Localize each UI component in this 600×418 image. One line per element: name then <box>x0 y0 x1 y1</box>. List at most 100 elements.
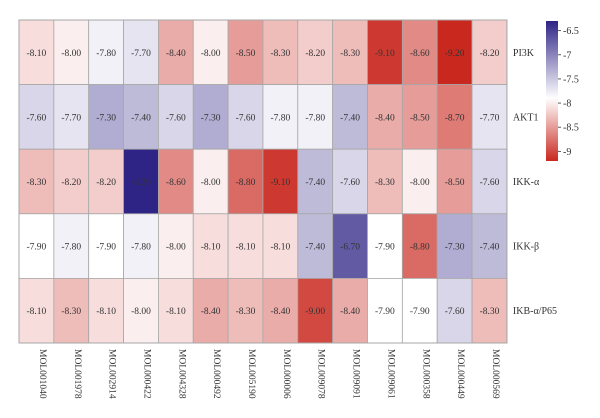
column-label: MOL009091 <box>351 349 361 399</box>
cell-value-label: -8.30 <box>480 307 500 317</box>
cell-value-label: -8.60 <box>410 49 430 59</box>
heatmap-cell <box>262 19 299 85</box>
cell-value-label: -8.30 <box>340 49 360 59</box>
heatmap-cell <box>227 84 264 150</box>
column-labels: MOL001040 MOL001978 MOL002914 MOL000422 MOL0… <box>37 349 500 399</box>
cell-value-label: -8.10 <box>270 243 290 253</box>
heatmap-cell <box>18 148 55 215</box>
row-label: AKT1 <box>513 112 539 123</box>
cell-value-label: -7.40 <box>305 243 325 253</box>
colorbar-tick-label: -8.5 <box>563 123 579 134</box>
cell-value-label: -6.30 <box>131 178 151 188</box>
cell-value-label: -8.00 <box>61 49 81 59</box>
cell-value-label: -8.50 <box>445 178 465 188</box>
cell-value-label: -8.10 <box>27 307 47 317</box>
heatmap-cell <box>53 84 90 150</box>
cell-value-label: -7.80 <box>270 113 290 123</box>
heatmap-cell <box>471 84 508 150</box>
cell-value-label: -7.80 <box>131 243 151 253</box>
heatmap-cell <box>436 277 473 344</box>
cell-value-label: -8.00 <box>410 178 430 188</box>
column-label: MOL002914 <box>107 349 117 399</box>
cell-value-label: -7.30 <box>201 113 221 123</box>
cell-value-label: -7.80 <box>96 49 116 59</box>
heatmap-cell <box>192 84 229 150</box>
cell-value-label: -8.20 <box>61 178 81 188</box>
heatmap-cell <box>401 148 438 215</box>
cell-value-label: -8.50 <box>410 113 430 123</box>
cell-value-label: -8.00 <box>201 178 221 188</box>
cell-value-label: -8.40 <box>270 307 290 317</box>
heatmap-cell <box>192 19 229 85</box>
cell-value-label: -8.50 <box>236 49 256 59</box>
cell-value-label: -8.10 <box>201 243 221 253</box>
heatmap-cell <box>18 19 55 85</box>
cell-value-label: -8.20 <box>480 49 500 59</box>
row-label: IKB-α/P65 <box>513 306 557 317</box>
cell-value-label: -9.00 <box>305 307 325 317</box>
colorbar-tick-label: -9 <box>563 147 571 158</box>
cell-value-label: -7.60 <box>480 178 500 188</box>
row-labels: PI3K AKT1 IKK-α IKK-β IKB-α/P65 <box>513 48 557 317</box>
heatmap-cell <box>367 148 403 215</box>
column-label: MOL001978 <box>72 349 82 399</box>
cell-value-label: -7.30 <box>445 243 465 253</box>
heatmap-cell <box>157 84 194 150</box>
row-label: IKK-α <box>513 177 540 188</box>
heatmap-cell <box>436 84 473 150</box>
heatmap-cell <box>332 19 368 85</box>
colorbar-gradient <box>546 21 558 161</box>
cell-value-label: -8.80 <box>410 243 430 253</box>
cell-value-label: -8.10 <box>166 307 186 317</box>
cell-value-label: -8.40 <box>340 307 360 317</box>
heatmap-cell <box>401 277 438 344</box>
column-label: MOL000006 <box>281 349 291 399</box>
heatmap-cell <box>297 213 334 279</box>
cell-value-label: -7.70 <box>61 113 81 123</box>
cell-value-label: -8.00 <box>131 307 151 317</box>
cell-value-label: -7.90 <box>375 243 395 253</box>
column-label: MOL000492 <box>211 349 221 399</box>
cell-value-label: -7.70 <box>480 113 500 123</box>
row-label: IKK-β <box>513 242 539 253</box>
heatmap-cell <box>227 213 264 279</box>
heatmap-cell <box>297 148 334 215</box>
cell-value-label: -8.30 <box>270 49 290 59</box>
cell-value-labels: -8.10 -8.00 -7.80 -7.70 -8.40 -8.00 -8.50 -8.30… <box>27 49 500 317</box>
cell-value-label: -8.10 <box>96 307 116 317</box>
heatmap-cell <box>471 148 508 215</box>
cell-value-label: -7.40 <box>480 243 500 253</box>
heatmap-cell <box>157 213 194 279</box>
heatmap-cell <box>297 84 334 150</box>
heatmap-cell <box>192 213 229 279</box>
cell-value-label: -7.60 <box>236 113 256 123</box>
heatmap-cell <box>262 84 299 150</box>
cell-value-label: -8.80 <box>236 178 256 188</box>
cell-value-label: -8.30 <box>27 178 47 188</box>
heatmap-cell <box>262 277 299 344</box>
cell-value-label: -9.10 <box>270 178 290 188</box>
heatmap-cell <box>157 277 194 344</box>
heatmap-cell <box>262 213 299 279</box>
row-label: PI3K <box>513 48 535 59</box>
heatmap-border <box>18 19 508 344</box>
heatmap-cell <box>88 148 124 215</box>
heatmap-cell <box>367 213 403 279</box>
cell-value-label: -7.90 <box>96 243 116 253</box>
column-label: MOL000422 <box>141 349 151 399</box>
cell-value-label: -7.80 <box>61 243 81 253</box>
heatmap-cell <box>88 84 124 150</box>
cell-value-label: -7.80 <box>305 113 325 123</box>
cell-value-label: -8.20 <box>96 178 116 188</box>
cell-value-label: -9.20 <box>445 49 465 59</box>
cell-value-label: -7.90 <box>375 307 395 317</box>
cell-value-label: -8.30 <box>236 307 256 317</box>
cell-value-label: -8.70 <box>445 113 465 123</box>
heatmap-cell <box>53 19 90 85</box>
cell-value-label: -7.60 <box>27 113 47 123</box>
heatmap-cell <box>471 277 508 344</box>
cell-value-label: -8.20 <box>305 49 325 59</box>
heatmap-cell <box>471 213 508 279</box>
column-label: MOL004328 <box>176 349 186 399</box>
